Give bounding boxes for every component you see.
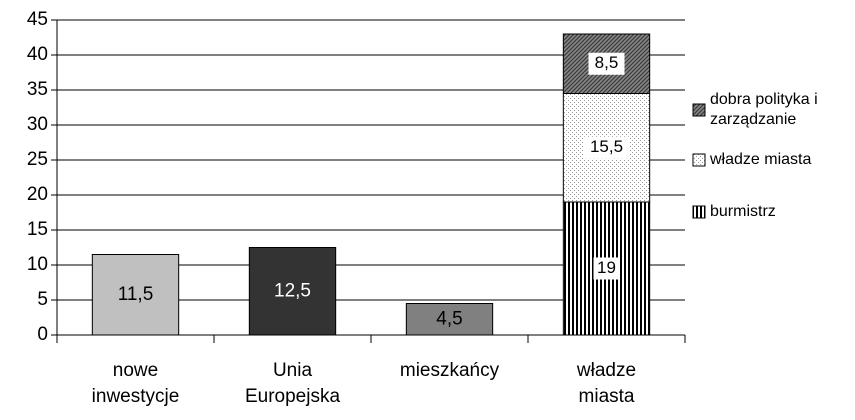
value-label: 15,5 (590, 137, 623, 156)
y-tick-label: 35 (27, 79, 48, 100)
value-label: 11,5 (118, 284, 154, 305)
legend-label: dobra polityka i zarządzanie (710, 91, 818, 128)
legend-swatch (692, 153, 706, 167)
y-tick-label: 25 (27, 149, 48, 170)
value-label: 4,5 (436, 308, 462, 329)
bar (91, 254, 180, 336)
y-tick-label: 10 (27, 254, 48, 275)
x-tick-label: Unia Europejska (244, 360, 341, 407)
y-tick-label: 20 (27, 184, 48, 205)
x-tick-label: mieszkańcy (399, 360, 500, 381)
y-tick-label: 30 (27, 114, 48, 135)
x-tick-label: nowe inwestycje (91, 360, 180, 407)
value-label: 19 (597, 258, 616, 277)
value-label-background (583, 136, 630, 159)
legend-label: burmistrz (710, 203, 776, 220)
y-tick-label: 0 (37, 324, 48, 345)
legend-swatch (692, 103, 706, 117)
bar (405, 303, 494, 336)
value-label-background (593, 257, 620, 280)
legend-swatch (692, 205, 706, 219)
value-label-background (588, 52, 625, 75)
y-tick-label: 40 (27, 44, 48, 65)
y-tick-label: 15 (27, 219, 48, 240)
x-tick-label: władze miasta (576, 360, 637, 407)
bar (248, 247, 337, 336)
y-tick-label: 5 (37, 289, 48, 310)
value-label: 8,5 (595, 53, 619, 72)
value-label: 12,5 (274, 280, 311, 301)
y-tick-label: 45 (27, 9, 48, 30)
legend-label: władze miasta (710, 151, 812, 168)
